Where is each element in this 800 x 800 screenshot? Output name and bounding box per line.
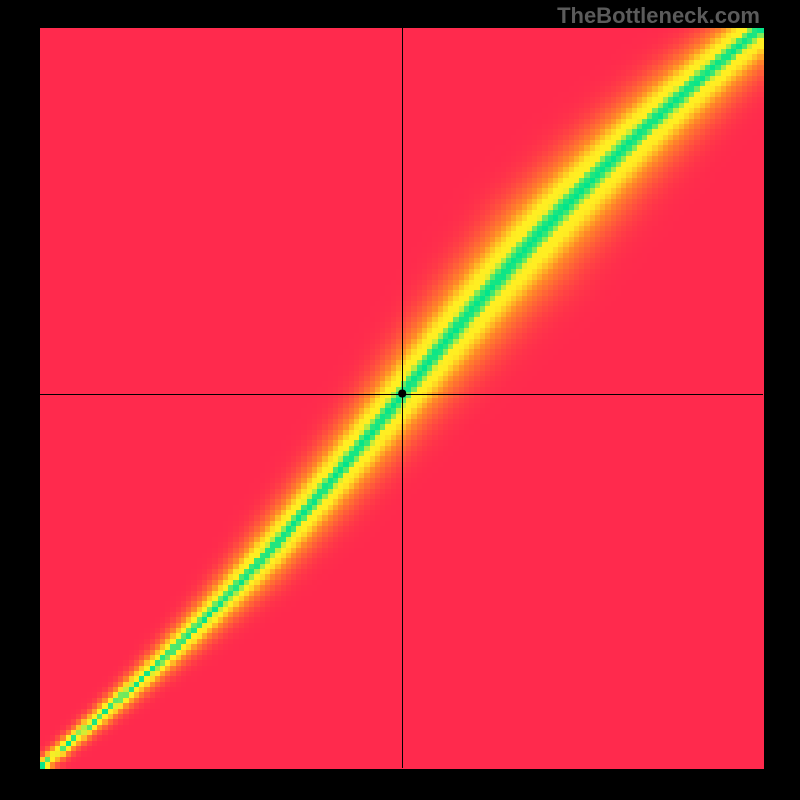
watermark-label: TheBottleneck.com [557,3,760,28]
heatmap-canvas [0,0,800,800]
watermark-text: TheBottleneck.com [557,3,760,29]
image-frame: TheBottleneck.com [0,0,800,800]
